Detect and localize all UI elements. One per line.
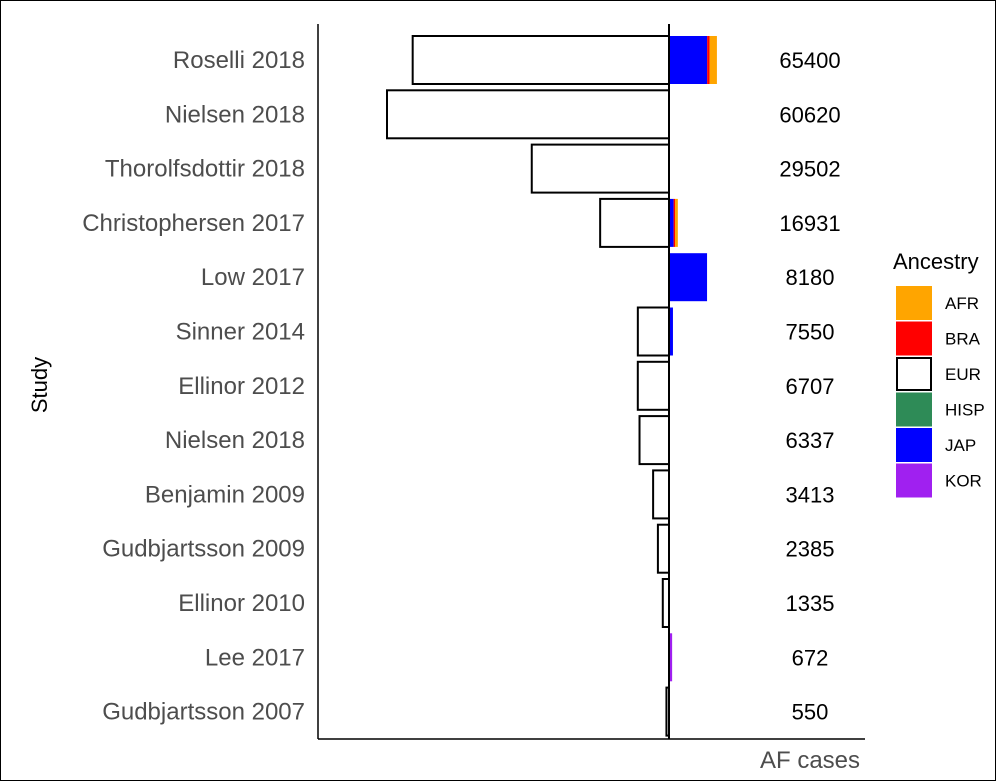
legend-label: KOR — [945, 472, 982, 491]
study-label: Gudbjartsson 2009 — [102, 536, 305, 563]
study-label: Christophersen 2017 — [82, 210, 305, 237]
study-label: Lee 2017 — [205, 644, 305, 671]
study-label: Roselli 2018 — [173, 47, 305, 74]
case-count-label: 6337 — [786, 428, 835, 453]
bar-eur — [652, 469, 671, 520]
legend-key-hisp — [896, 392, 932, 427]
bar-afr — [709, 36, 717, 84]
legend-label: JAP — [945, 436, 976, 455]
bar-eur — [411, 35, 670, 85]
legend-key-eur — [896, 357, 932, 391]
legend-key-jap — [896, 428, 932, 462]
case-count-label: 8180 — [786, 265, 835, 290]
study-label: Gudbjartsson 2007 — [102, 699, 305, 726]
bar-eur — [636, 306, 671, 357]
bar-jap — [669, 36, 708, 84]
case-count-label: 60620 — [779, 102, 840, 127]
legend-label: BRA — [945, 330, 981, 349]
bar-jap — [669, 307, 673, 356]
study-label: Low 2017 — [201, 264, 305, 291]
legend-label: HISP — [945, 401, 985, 420]
bar-afr — [675, 198, 678, 247]
bar-bra — [673, 198, 676, 247]
study-label: Sinner 2014 — [176, 319, 305, 346]
legend: Ancestry AFR BRA EUR HISP JAP KOR — [893, 249, 985, 498]
case-labels: 65400 60620 29502 16931 8180 7550 6707 6337 3413… — [779, 48, 840, 725]
study-label: Nielsen 2018 — [165, 427, 305, 454]
bar-jap — [669, 198, 674, 247]
study-label: Thorolfsdottir 2018 — [105, 156, 305, 183]
legend-key-kor — [896, 463, 932, 498]
study-label: Nielsen 2018 — [165, 101, 305, 128]
bar-eur — [638, 415, 670, 466]
study-label: Benjamin 2009 — [145, 481, 305, 508]
bar-eur — [386, 89, 670, 140]
case-count-label: 1335 — [786, 591, 835, 616]
study-label: Ellinor 2012 — [178, 373, 305, 400]
legend-title: Ancestry — [893, 249, 979, 274]
x-axis-title: AF cases — [760, 747, 860, 774]
bar-eur — [656, 523, 671, 574]
study-label: Ellinor 2010 — [178, 590, 305, 617]
legend-label: EUR — [945, 365, 981, 384]
bar-jap — [669, 253, 708, 302]
case-count-label: 65400 — [779, 48, 840, 73]
bar-eur — [599, 197, 670, 248]
legend-key-bra — [896, 321, 932, 356]
case-count-label: 7550 — [786, 320, 835, 345]
case-count-label: 16931 — [779, 211, 840, 236]
legend-key-afr — [896, 286, 932, 320]
bars-layer — [386, 35, 717, 737]
bar-bra — [707, 36, 710, 84]
bar-eur — [636, 360, 670, 411]
case-count-label: 3413 — [786, 482, 835, 507]
y-axis-title: Study — [27, 357, 52, 413]
case-count-label: 550 — [792, 700, 829, 725]
bar-eur — [530, 143, 671, 194]
case-count-label: 672 — [792, 645, 829, 670]
bar-kor — [669, 633, 673, 682]
case-count-label: 29502 — [779, 157, 840, 182]
legend-label: AFR — [945, 294, 979, 313]
case-count-label: 6707 — [786, 374, 835, 399]
study-labels: Roselli 2018 Nielsen 2018 Thorolfsdottir 2… — [82, 47, 305, 726]
case-count-label: 2385 — [786, 537, 835, 562]
